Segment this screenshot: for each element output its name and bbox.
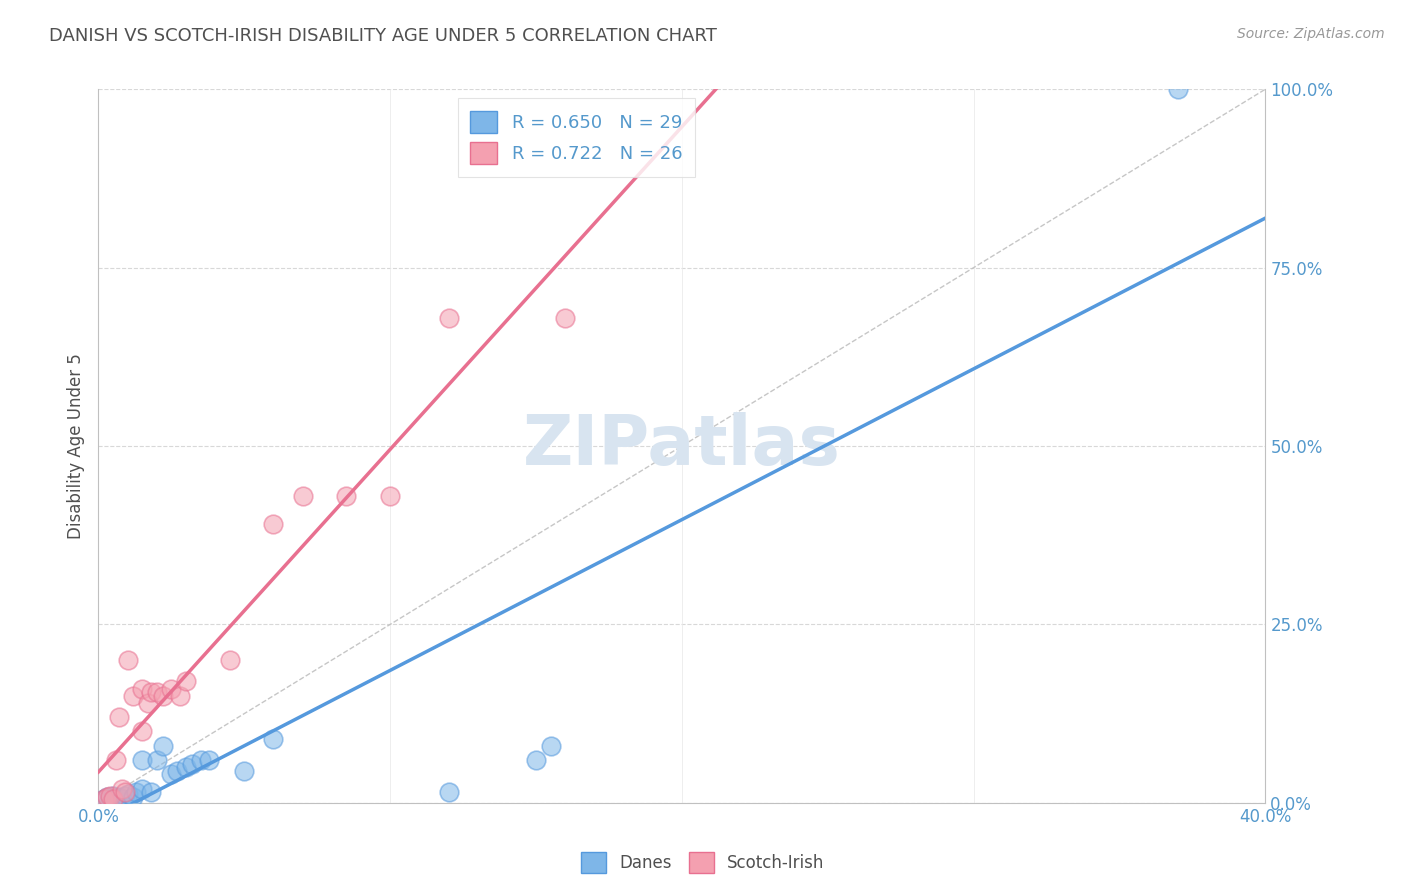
Point: [218, 653, 240, 667]
Point: [98, 792, 121, 806]
Point: [114, 785, 136, 799]
Point: [111, 792, 134, 806]
Point: [136, 696, 159, 710]
Point: [139, 785, 162, 799]
Point: [152, 739, 174, 753]
Point: [1167, 82, 1189, 96]
Point: [96, 790, 118, 805]
Point: [160, 681, 183, 696]
Point: [108, 790, 131, 805]
Point: [174, 674, 197, 689]
Point: [146, 685, 169, 699]
Point: [437, 310, 460, 325]
Point: [93, 792, 115, 806]
Point: [166, 764, 188, 778]
Point: [101, 792, 124, 806]
Point: [114, 789, 136, 803]
Point: [96, 790, 118, 805]
Point: [437, 785, 460, 799]
Point: [108, 710, 131, 724]
Point: [262, 517, 284, 532]
Y-axis label: Disability Age Under 5: Disability Age Under 5: [66, 353, 84, 539]
Legend: R = 0.650   N = 29, R = 0.722   N = 26: R = 0.650 N = 29, R = 0.722 N = 26: [457, 98, 695, 177]
Point: [540, 739, 562, 753]
Point: [111, 781, 134, 796]
Point: [101, 789, 124, 803]
Point: [233, 764, 256, 778]
Point: [104, 792, 127, 806]
Text: ZIPatlas: ZIPatlas: [523, 412, 841, 480]
Point: [190, 753, 212, 767]
Point: [131, 781, 153, 796]
Point: [198, 753, 221, 767]
Point: [104, 753, 127, 767]
Point: [131, 681, 153, 696]
Point: [378, 489, 402, 503]
Point: [291, 489, 314, 503]
Point: [335, 489, 357, 503]
Point: [131, 753, 153, 767]
Point: [524, 753, 547, 767]
Point: [131, 724, 153, 739]
Point: [101, 794, 124, 808]
Point: [180, 756, 202, 771]
Point: [152, 689, 174, 703]
Point: [117, 653, 139, 667]
Point: [160, 767, 183, 781]
Point: [98, 789, 121, 803]
Point: [169, 689, 191, 703]
Point: [554, 310, 576, 325]
Point: [125, 785, 148, 799]
Point: [122, 689, 145, 703]
Text: Source: ZipAtlas.com: Source: ZipAtlas.com: [1237, 27, 1385, 41]
Point: [93, 792, 115, 806]
Point: [146, 753, 169, 767]
Point: [139, 685, 162, 699]
Text: DANISH VS SCOTCH-IRISH DISABILITY AGE UNDER 5 CORRELATION CHART: DANISH VS SCOTCH-IRISH DISABILITY AGE UN…: [49, 27, 717, 45]
Point: [122, 790, 145, 805]
Point: [262, 731, 284, 746]
Point: [174, 760, 197, 774]
Legend: Danes, Scotch-Irish: Danes, Scotch-Irish: [575, 846, 831, 880]
Point: [117, 787, 139, 801]
